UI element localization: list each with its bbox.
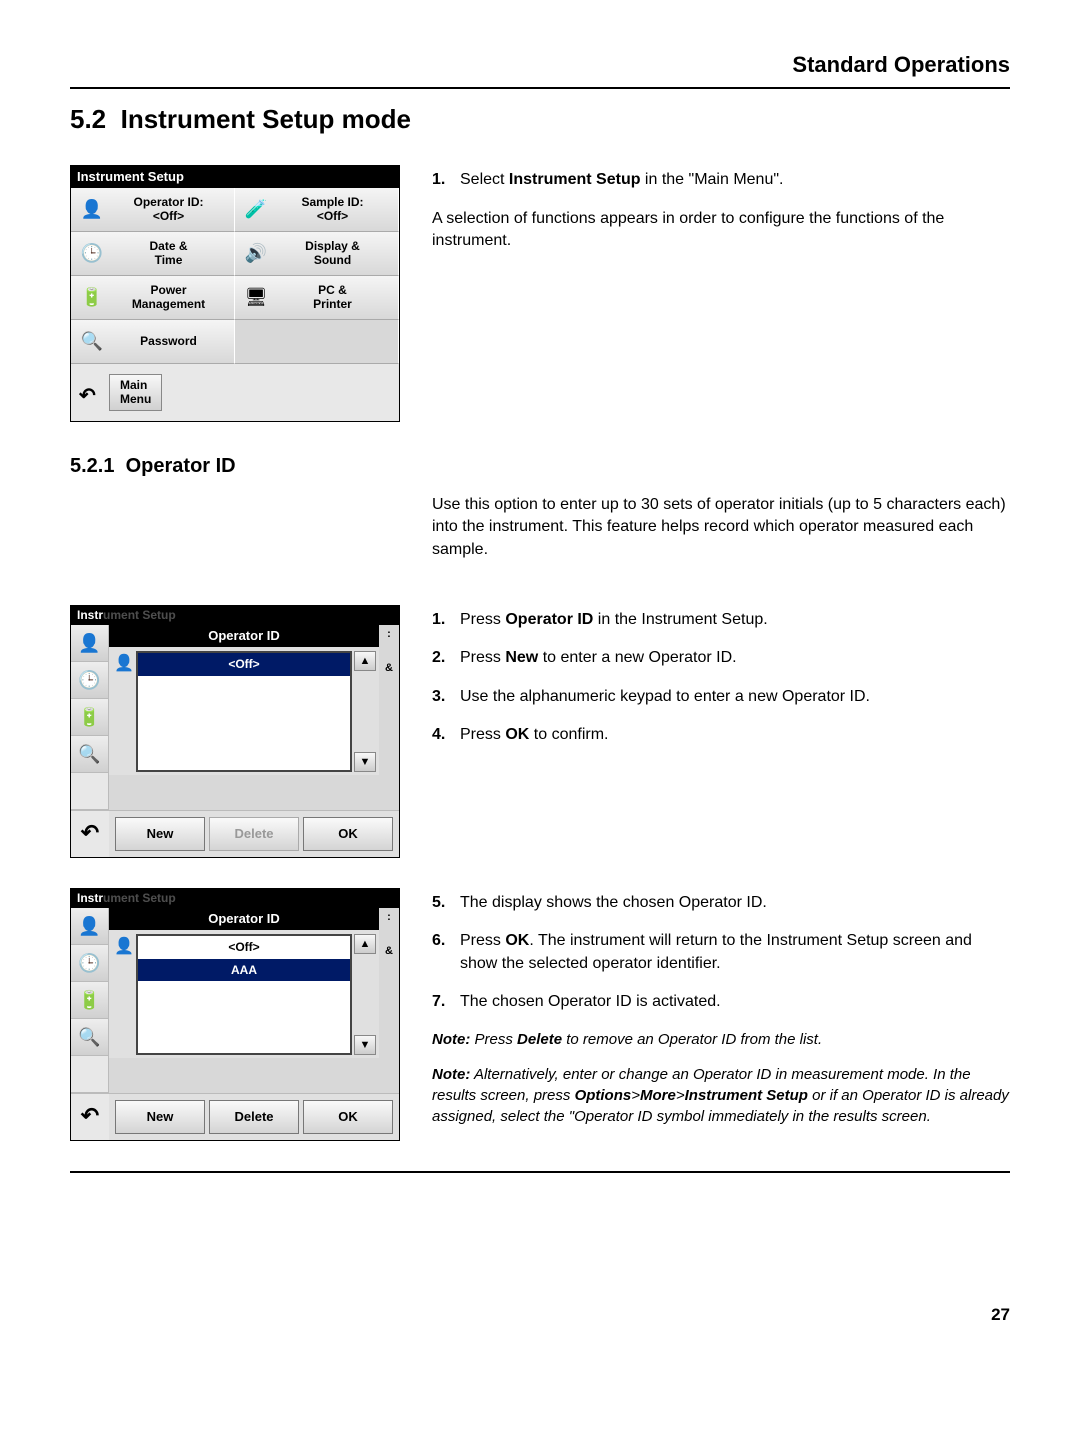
magnifier-icon: 🔍 xyxy=(71,1019,109,1056)
side-icon-column: 👤 🕒 🔋 🔍 xyxy=(71,625,109,810)
scroll-up-button[interactable]: ▲ xyxy=(354,934,376,954)
battery-icon: 🔋 xyxy=(76,285,108,310)
setup-cell-sample-id[interactable]: 🧪 Sample ID:<Off> xyxy=(235,188,399,232)
blank-cell xyxy=(71,1056,109,1093)
screenshot-titlebar: Instrument Setup xyxy=(71,889,399,908)
partial-right-column: : & xyxy=(379,908,399,1093)
setup-cell-pc-printer[interactable]: 🖥 PC &Printer xyxy=(235,276,399,320)
ok-button[interactable]: OK xyxy=(303,1100,393,1134)
cell-label: Sample ID:<Off> xyxy=(272,196,393,224)
magnifier-icon: 🔍 xyxy=(71,736,109,773)
partial-right-column: : & xyxy=(379,625,399,810)
paragraph: A selection of functions appears in orde… xyxy=(432,208,1010,253)
battery-icon: 🔋 xyxy=(71,699,109,736)
sample-icon: 🧪 xyxy=(240,197,272,222)
setup-cell-date-time[interactable]: 🕒 Date &Time xyxy=(71,232,235,276)
pc-icon: 🖥 xyxy=(240,285,272,310)
screenshot-titlebar: Instrument Setup xyxy=(71,606,399,625)
setup-cell-operator-id[interactable]: 👤 Operator ID:<Off> xyxy=(71,188,235,232)
new-button[interactable]: New xyxy=(115,1100,205,1134)
scroll-down-button[interactable]: ▼ xyxy=(354,752,376,772)
back-icon[interactable]: ↶ xyxy=(79,382,105,404)
clock-icon: 🕒 xyxy=(71,662,109,699)
battery-icon: 🔋 xyxy=(71,982,109,1019)
setup-cell-power[interactable]: 🔋 PowerManagement xyxy=(71,276,235,320)
setup-cell-password[interactable]: 🔍 Password xyxy=(71,320,235,364)
cell-label: Password xyxy=(108,335,229,349)
section-heading: 5.2 Instrument Setup mode xyxy=(70,101,1010,137)
new-button[interactable]: New xyxy=(115,817,205,851)
list-item: 7.The chosen Operator ID is activated. xyxy=(432,991,1010,1013)
clock-icon: 🕒 xyxy=(76,241,108,266)
avatar-icon: 👤 xyxy=(112,651,136,772)
operator-id-dialog-screenshot-2: Instrument Setup 👤 🕒 🔋 🔍 Operator ID 👤 <… xyxy=(70,888,400,1141)
operator-list[interactable]: <Off> xyxy=(136,651,352,772)
list-item: 2.Press New to enter a new Operator ID. xyxy=(432,647,1010,669)
delete-button[interactable]: Delete xyxy=(209,1100,299,1134)
back-icon[interactable]: ↶ xyxy=(71,812,109,855)
steps-list-b: 5.The display shows the chosen Operator … xyxy=(432,892,1010,1014)
setup-cell-display-sound[interactable]: 🔊 Display &Sound xyxy=(235,232,399,276)
dialog-title: Operator ID xyxy=(109,625,379,647)
user-icon: 👤 xyxy=(71,908,109,945)
subsection-number: 5.2.1 xyxy=(70,455,114,477)
screenshot-titlebar: Instrument Setup xyxy=(71,166,399,188)
list-item: 4.Press OK to confirm. xyxy=(432,724,1010,746)
footer-rule xyxy=(70,1171,1010,1173)
step-1: 1. Select Instrument Setup in the "Main … xyxy=(432,169,1010,191)
steps-list-a: 1.Press Operator ID in the Instrument Se… xyxy=(432,609,1010,747)
intro-paragraph: Use this option to enter up to 30 sets o… xyxy=(432,494,1010,561)
list-item-off[interactable]: <Off> xyxy=(138,653,350,676)
page-number: 27 xyxy=(70,1303,1010,1327)
section-number: 5.2 xyxy=(70,104,106,134)
cell-label: PowerManagement xyxy=(108,284,229,312)
delete-button: Delete xyxy=(209,817,299,851)
note-2: Note: Alternatively, enter or change an … xyxy=(432,1064,1010,1127)
dialog-title: Operator ID xyxy=(109,908,379,930)
subsection-title: Operator ID xyxy=(126,455,236,477)
operator-list[interactable]: <Off> AAA xyxy=(136,934,352,1055)
avatar-icon: 👤 xyxy=(112,934,136,1055)
cell-label: PC &Printer xyxy=(272,284,393,312)
page-header: Standard Operations xyxy=(70,50,1010,81)
ok-button[interactable]: OK xyxy=(303,817,393,851)
note-1: Note: Press Delete to remove an Operator… xyxy=(432,1029,1010,1050)
clock-icon: 🕒 xyxy=(71,945,109,982)
setup-cell-empty xyxy=(235,320,399,364)
side-icon-column: 👤 🕒 🔋 🔍 xyxy=(71,908,109,1093)
sound-icon: 🔊 xyxy=(240,241,272,266)
user-icon: 👤 xyxy=(71,625,109,662)
step-number: 1. xyxy=(432,169,460,191)
scroll-down-button[interactable]: ▼ xyxy=(354,1035,376,1055)
instrument-setup-screenshot: Instrument Setup 👤 Operator ID:<Off> 🧪 S… xyxy=(70,165,400,422)
list-item: 1.Press Operator ID in the Instrument Se… xyxy=(432,609,1010,631)
back-icon[interactable]: ↶ xyxy=(71,1095,109,1138)
list-item-off[interactable]: <Off> xyxy=(138,936,350,959)
blank-cell xyxy=(71,773,109,810)
user-icon: 👤 xyxy=(76,197,108,222)
list-item: 6.Press OK. The instrument will return t… xyxy=(432,930,1010,975)
magnifier-icon: 🔍 xyxy=(76,329,108,354)
list-item: 3.Use the alphanumeric keypad to enter a… xyxy=(432,686,1010,708)
list-item-aaa[interactable]: AAA xyxy=(138,959,350,982)
header-rule xyxy=(70,87,1010,89)
subsection-heading: 5.2.1 Operator ID xyxy=(70,452,1010,480)
cell-label: Operator ID:<Off> xyxy=(108,196,229,224)
main-menu-button[interactable]: MainMenu xyxy=(109,374,162,410)
list-item: 5.The display shows the chosen Operator … xyxy=(432,892,1010,914)
scroll-up-button[interactable]: ▲ xyxy=(354,651,376,671)
operator-id-dialog-screenshot-1: Instrument Setup 👤 🕒 🔋 🔍 Operator ID 👤 <… xyxy=(70,605,400,858)
cell-label: Display &Sound xyxy=(272,240,393,268)
cell-label: Date &Time xyxy=(108,240,229,268)
section-title: Instrument Setup mode xyxy=(121,104,411,134)
